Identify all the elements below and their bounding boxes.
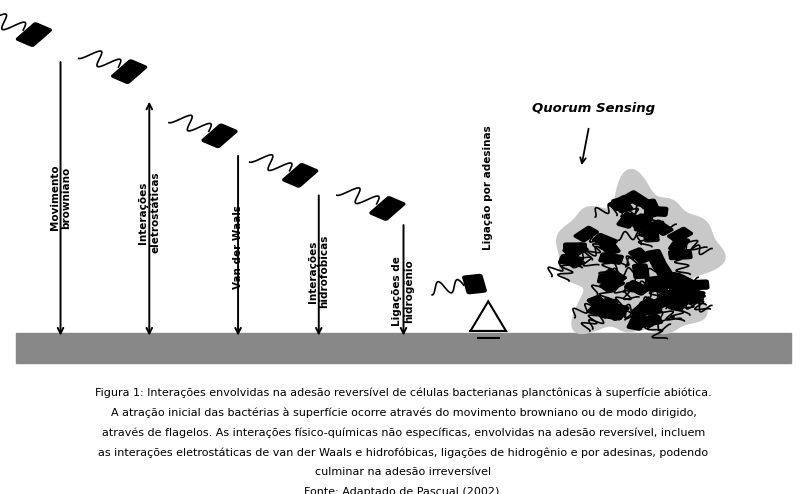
FancyBboxPatch shape: [599, 253, 623, 264]
FancyBboxPatch shape: [563, 243, 588, 257]
FancyBboxPatch shape: [645, 282, 667, 290]
FancyBboxPatch shape: [638, 315, 663, 327]
FancyBboxPatch shape: [600, 277, 625, 292]
FancyBboxPatch shape: [656, 273, 681, 286]
FancyBboxPatch shape: [202, 124, 237, 148]
FancyBboxPatch shape: [682, 288, 704, 303]
Text: Quorum Sensing: Quorum Sensing: [532, 102, 654, 115]
FancyBboxPatch shape: [669, 249, 692, 259]
FancyBboxPatch shape: [657, 273, 673, 287]
FancyBboxPatch shape: [669, 280, 689, 295]
Text: A atração inicial das bactérias à superfície ocorre através do movimento brownia: A atração inicial das bactérias à superf…: [111, 408, 696, 418]
FancyBboxPatch shape: [617, 212, 638, 228]
Text: Ligação por adesinas: Ligação por adesinas: [483, 125, 493, 250]
Text: as interações eletrostáticas de van der Waals e hidrofóbicas, ligações de hidrog: as interações eletrostáticas de van der …: [98, 447, 709, 457]
FancyBboxPatch shape: [686, 280, 709, 289]
Text: Van der Waals: Van der Waals: [233, 205, 243, 289]
FancyBboxPatch shape: [652, 262, 673, 277]
FancyBboxPatch shape: [558, 254, 583, 266]
FancyBboxPatch shape: [111, 60, 147, 83]
FancyBboxPatch shape: [592, 234, 617, 247]
FancyBboxPatch shape: [667, 227, 692, 242]
FancyBboxPatch shape: [16, 23, 52, 46]
FancyBboxPatch shape: [587, 305, 613, 318]
FancyBboxPatch shape: [370, 197, 405, 220]
FancyBboxPatch shape: [633, 214, 653, 229]
FancyBboxPatch shape: [675, 287, 701, 300]
FancyBboxPatch shape: [462, 275, 487, 293]
FancyBboxPatch shape: [629, 248, 652, 263]
FancyBboxPatch shape: [632, 301, 655, 316]
FancyBboxPatch shape: [600, 298, 618, 314]
Text: Figura 1: Interações envolvidas na adesão reversível de células bacterianas plan: Figura 1: Interações envolvidas na adesã…: [95, 388, 712, 398]
FancyBboxPatch shape: [627, 315, 646, 330]
FancyBboxPatch shape: [645, 206, 667, 216]
FancyBboxPatch shape: [643, 228, 659, 242]
Text: Ligações de
hidrogênio: Ligações de hidrogênio: [392, 256, 415, 327]
FancyBboxPatch shape: [598, 274, 621, 285]
FancyBboxPatch shape: [664, 296, 688, 306]
FancyBboxPatch shape: [564, 243, 587, 252]
FancyBboxPatch shape: [671, 278, 694, 293]
FancyBboxPatch shape: [608, 304, 629, 320]
FancyBboxPatch shape: [599, 240, 620, 255]
Text: Interações
hidrofóbicas: Interações hidrofóbicas: [308, 235, 329, 308]
FancyBboxPatch shape: [663, 289, 681, 305]
FancyBboxPatch shape: [625, 281, 650, 295]
FancyBboxPatch shape: [282, 164, 318, 187]
FancyBboxPatch shape: [667, 294, 682, 308]
Text: Interações
eletrostáticas: Interações eletrostáticas: [139, 171, 160, 253]
Text: culminar na adesão irreversível: culminar na adesão irreversível: [316, 467, 491, 477]
FancyBboxPatch shape: [649, 220, 673, 235]
FancyBboxPatch shape: [640, 299, 662, 314]
FancyBboxPatch shape: [574, 226, 598, 242]
Bar: [16, 333, 791, 363]
FancyBboxPatch shape: [608, 196, 633, 210]
FancyBboxPatch shape: [634, 222, 657, 231]
FancyBboxPatch shape: [612, 197, 633, 212]
FancyBboxPatch shape: [646, 249, 665, 265]
FancyBboxPatch shape: [668, 295, 688, 310]
Polygon shape: [557, 169, 725, 333]
FancyBboxPatch shape: [645, 297, 670, 311]
FancyBboxPatch shape: [587, 295, 610, 311]
Text: através de flagelos. As interações físico-químicas não específicas, envolvidas n: através de flagelos. As interações físic…: [102, 427, 705, 438]
FancyBboxPatch shape: [680, 288, 705, 300]
FancyBboxPatch shape: [601, 269, 626, 284]
FancyBboxPatch shape: [646, 277, 663, 291]
FancyBboxPatch shape: [669, 273, 694, 288]
FancyBboxPatch shape: [607, 305, 625, 320]
Text: Fonte: Adaptado de Pascual (2002).: Fonte: Adaptado de Pascual (2002).: [304, 487, 503, 494]
FancyBboxPatch shape: [624, 191, 648, 206]
Text: Movimento
browniano: Movimento browniano: [50, 165, 71, 230]
FancyBboxPatch shape: [601, 305, 625, 320]
FancyBboxPatch shape: [669, 237, 689, 252]
FancyBboxPatch shape: [633, 264, 649, 279]
FancyBboxPatch shape: [560, 252, 584, 268]
FancyBboxPatch shape: [642, 199, 660, 214]
